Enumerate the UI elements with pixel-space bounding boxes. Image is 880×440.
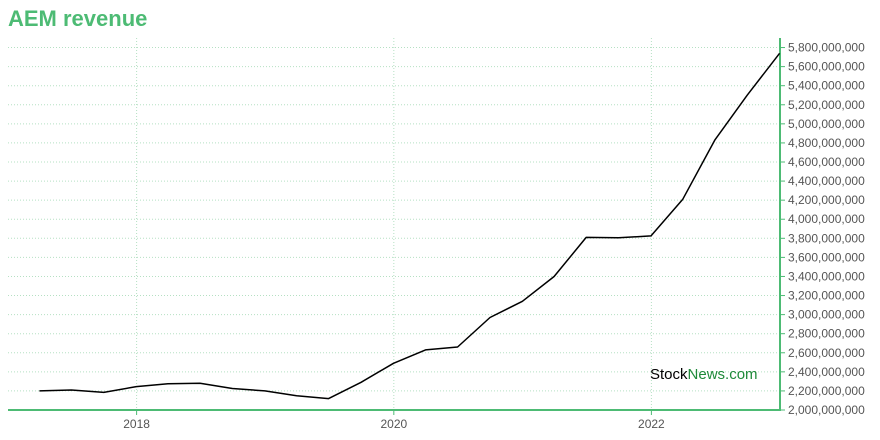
y-tick-label: 2,200,000,000 — [788, 384, 865, 398]
watermark-part-com: .com — [725, 366, 758, 383]
y-tick-label: 3,000,000,000 — [788, 308, 865, 322]
y-tick-label: 4,200,000,000 — [788, 193, 865, 207]
y-tick-label: 5,200,000,000 — [788, 98, 865, 112]
y-tick-label: 4,000,000,000 — [788, 212, 865, 226]
grid-layer — [8, 38, 780, 411]
x-axis-ticks: 2018 2020 2022 — [123, 417, 665, 431]
y-tick-label: 4,800,000,000 — [788, 136, 865, 150]
x-tick-label: 2022 — [638, 417, 665, 431]
y-tick-label: 5,600,000,000 — [788, 60, 865, 74]
watermark-part-stock: Stock — [650, 366, 688, 383]
y-tick-label: 2,000,000,000 — [788, 403, 865, 417]
y-tick-label: 3,200,000,000 — [788, 289, 865, 303]
y-tick-label: 3,600,000,000 — [788, 250, 865, 264]
y-tick-label: 5,000,000,000 — [788, 117, 865, 131]
watermark: StockNews.com — [650, 366, 758, 383]
y-tick-label: 3,800,000,000 — [788, 231, 865, 245]
y-tick-label: 5,400,000,000 — [788, 79, 865, 93]
y-tick-label: 4,400,000,000 — [788, 174, 865, 188]
y-tick-label: 4,600,000,000 — [788, 155, 865, 169]
axis-layer — [8, 38, 785, 415]
y-tick-label: 2,400,000,000 — [788, 365, 865, 379]
revenue-series-line — [39, 52, 781, 400]
series-layer — [39, 52, 781, 400]
y-axis-ticks: 2,000,000,000 2,200,000,000 2,400,000,000 2… — [788, 41, 865, 417]
watermark-part-news: News — [688, 366, 726, 383]
y-tick-label: 3,400,000,000 — [788, 269, 865, 283]
y-tick-label: 2,600,000,000 — [788, 346, 865, 360]
x-tick-label: 2020 — [380, 417, 407, 431]
y-tick-label: 5,800,000,000 — [788, 41, 865, 55]
y-tick-label: 2,800,000,000 — [788, 327, 865, 341]
x-tick-label: 2018 — [123, 417, 150, 431]
chart-title: AEM revenue — [8, 6, 148, 31]
